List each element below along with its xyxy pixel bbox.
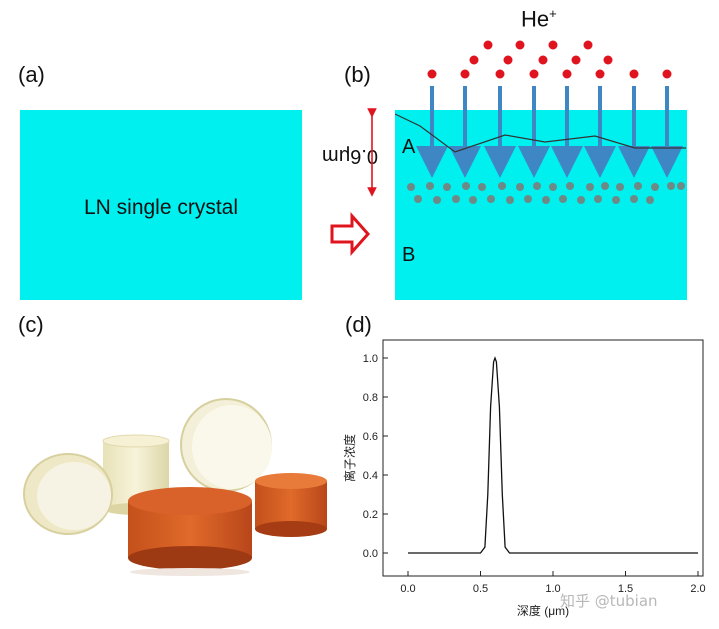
ln-crystal-block: LN single crystal [20,110,302,300]
y-tick-label: 0.6 [363,431,378,443]
transform-arrow-icon [330,212,371,256]
y-tick-label: 0.4 [363,470,378,482]
x-axis-label: 深度 (μm) [517,603,569,618]
x-ticks: 0.0 0.5 1.0 1.5 2.0 [400,571,706,595]
y-tick-label: 1.0 [363,353,378,365]
y-tick-label: 0.0 [363,548,378,560]
ion-dots [427,40,672,79]
implanted-ion-layer [407,182,685,204]
plot-frame [382,339,704,577]
chart-area: 0.0 0.2 0.4 0.6 0.8 1.0 0.0 0.5 1.0 1.5 2.0 深度 (μ… [342,339,706,618]
panel-d-label: (d) [345,312,372,337]
crystal-photo [23,398,327,576]
panel-a-label: (a) [18,62,45,87]
panel-c-label: (c) [18,312,44,337]
x-tick-label: 0.0 [400,583,415,595]
ion-label: He+ [521,6,557,32]
x-tick-label: 2.0 [690,583,705,595]
ion-track-line [394,113,686,153]
panel-b-label: (b) [344,62,371,87]
y-axis-label: 离子浓度 [342,434,357,482]
series-line [408,356,698,554]
watermark: 知乎 @tubian [560,592,658,610]
x-tick-label: 1.0 [545,583,560,595]
y-ticks: 0.0 0.2 0.4 0.6 0.8 1.0 [363,353,388,560]
implantation-arrows [416,86,683,178]
x-tick-label: 1.5 [618,583,633,595]
y-tick-label: 0.2 [363,509,378,521]
region-a-label: A [402,136,416,158]
x-tick-label: 0.5 [473,583,488,595]
region-b-label: B [402,244,416,266]
crystal-label: LN single crystal [83,196,239,219]
y-tick-label: 0.8 [363,392,378,404]
